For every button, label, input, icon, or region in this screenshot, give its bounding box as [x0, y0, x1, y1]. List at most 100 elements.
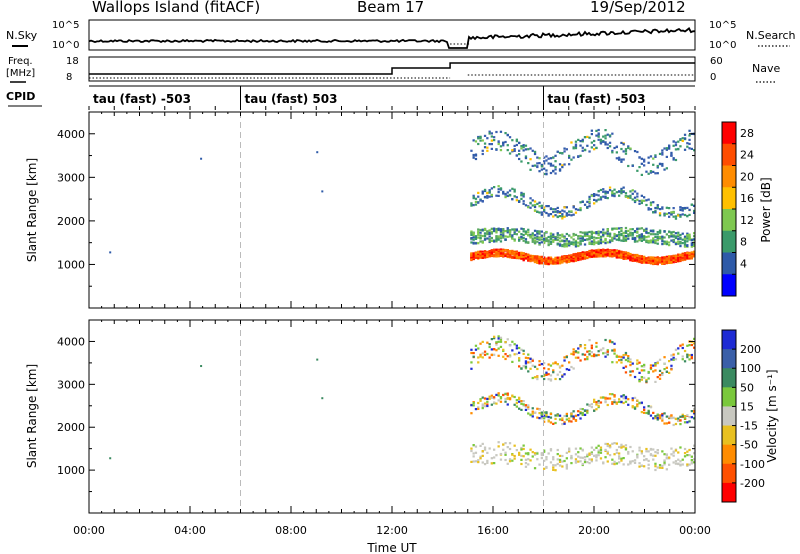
echo-cell	[606, 234, 609, 237]
echo-cell	[599, 198, 603, 201]
echo-cell	[693, 244, 696, 248]
nave-trace	[89, 74, 695, 79]
echo-cell	[574, 253, 578, 256]
echo-cell	[631, 450, 634, 453]
echo-cell	[688, 416, 691, 419]
echo-cell	[590, 194, 593, 197]
echo-cell	[636, 192, 639, 195]
echo-cell	[597, 451, 600, 454]
echo-cell	[611, 132, 614, 135]
echo-cell	[597, 236, 600, 240]
echo-cell	[538, 260, 541, 263]
velocity-bar-tick-label: 200	[740, 343, 761, 356]
echo-cell	[511, 340, 514, 343]
echo-cell	[611, 237, 614, 240]
echo-cell	[629, 358, 632, 361]
echo-cell	[490, 187, 493, 190]
echo-cell	[549, 164, 553, 167]
echo-cell	[599, 251, 603, 254]
echo-cell	[652, 262, 655, 265]
echo-cell	[581, 448, 584, 451]
echo-cell	[543, 449, 546, 452]
echo-cell	[536, 378, 539, 381]
echo-cell	[627, 357, 630, 360]
echo-cell	[527, 231, 530, 234]
echo-cell	[652, 417, 655, 420]
echo-cell	[488, 235, 491, 238]
echo-cell	[486, 146, 489, 149]
echo-cell	[588, 195, 591, 198]
echo-cell	[677, 255, 680, 258]
echo-cell	[577, 257, 580, 260]
echo-cell	[477, 191, 480, 194]
echo-cell	[486, 403, 489, 406]
echo-cell	[688, 358, 691, 361]
echo-cell	[518, 153, 521, 156]
echo-cell	[679, 213, 682, 217]
echo-cell	[488, 356, 491, 359]
power-ytick-label: 3000	[57, 171, 85, 184]
echo-cell	[552, 458, 555, 461]
echo-cell	[611, 349, 614, 352]
echo-cell	[686, 463, 689, 466]
echo-cell	[554, 168, 557, 171]
echo-cell	[636, 259, 639, 262]
echo-cell	[488, 132, 491, 135]
echo-cell	[545, 371, 548, 374]
echo-cell	[570, 457, 573, 460]
echo-cell	[540, 241, 543, 244]
echo-cell	[474, 140, 478, 143]
echo-cell	[683, 417, 687, 420]
echo-cell	[472, 139, 475, 142]
echo-cell	[633, 253, 637, 257]
echo-cell	[490, 143, 493, 146]
echo-cell	[593, 139, 596, 143]
echo-cell	[686, 237, 689, 240]
echo-cell	[661, 238, 664, 241]
echo-cell	[638, 156, 641, 159]
echo-cell	[604, 238, 607, 241]
echo-cell	[686, 234, 689, 237]
echo-cell	[497, 392, 500, 395]
echo-cell	[495, 148, 498, 151]
time-tick-label: 08:00	[275, 524, 307, 537]
echo-cell	[552, 208, 555, 211]
echo-cell	[620, 234, 623, 237]
echo-cell	[565, 457, 568, 460]
velocity-bar-label: Velocity [m s⁻¹]	[765, 369, 779, 462]
echo-cell	[581, 200, 584, 203]
echo-cell	[640, 378, 643, 381]
echo-cell	[499, 240, 503, 243]
echo-cell	[483, 448, 487, 451]
echo-cell	[643, 238, 646, 241]
echo-cell	[647, 370, 650, 374]
echo-cell	[693, 444, 696, 447]
echo-cell	[531, 410, 534, 413]
echo-cell	[565, 418, 568, 421]
echo-cell	[590, 458, 593, 461]
echo-cell	[629, 234, 632, 237]
echo-cell	[493, 249, 496, 252]
echo-cell	[549, 364, 553, 367]
echo-cell	[647, 161, 650, 164]
echo-cell	[524, 144, 528, 147]
echo-cell	[608, 141, 612, 144]
echo-cell	[536, 255, 539, 258]
echo-cell	[508, 253, 512, 256]
log-tick-bottom-left: 10^0	[52, 40, 79, 51]
echo-cell	[613, 442, 616, 445]
echo-cell	[543, 233, 546, 236]
echo-cell	[563, 163, 566, 166]
echo-cell	[602, 249, 605, 252]
echo-cell	[638, 234, 641, 237]
echo-cell	[608, 446, 612, 449]
echo-cell	[543, 256, 546, 259]
echo-cell	[572, 351, 575, 354]
echo-cell	[479, 342, 482, 345]
echo-cell	[558, 262, 562, 265]
echo-cell	[556, 462, 559, 466]
echo-cell	[679, 257, 682, 260]
echo-cell	[483, 353, 487, 356]
echo-cell	[588, 205, 591, 208]
